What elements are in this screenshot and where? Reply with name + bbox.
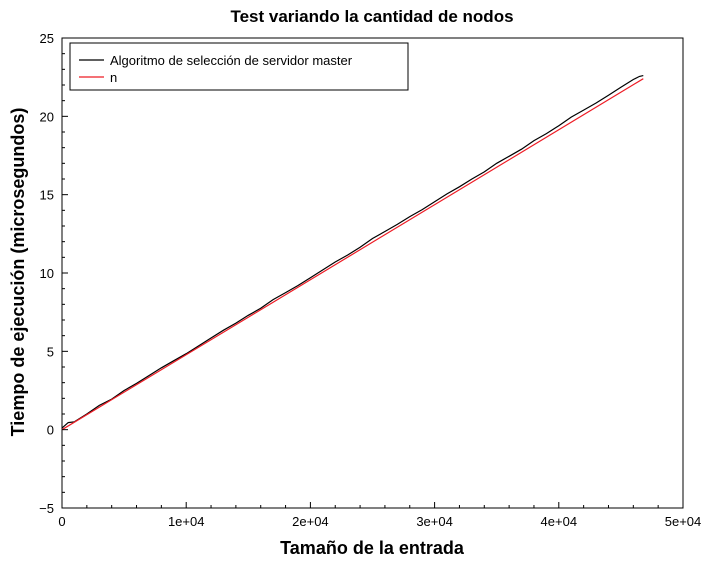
- y-tick-label: 25: [40, 31, 54, 46]
- y-tick-label: 5: [47, 344, 54, 359]
- legend-label-n: n: [110, 70, 117, 85]
- y-axis-label: Tiempo de ejecución (microsegundos): [8, 108, 28, 437]
- plot-area: [61, 37, 684, 509]
- legend-label-algoritmo: Algoritmo de selección de servidor maste…: [110, 53, 353, 68]
- x-tick-label: 3e+04: [416, 514, 453, 529]
- series-layer: [61, 75, 644, 431]
- series-line-n: [61, 78, 644, 431]
- x-tick-label: 4e+04: [541, 514, 578, 529]
- plot-frame: [61, 37, 684, 509]
- x-tick-label: 2e+04: [292, 514, 329, 529]
- y-tick-label: 10: [40, 266, 54, 281]
- x-tick-label: 5e+04: [665, 514, 702, 529]
- axis-ticks: 0 1e+04 2e+04 3e+04 4e+04 5e+04 −5 0 5 10 15 20 25: [39, 31, 701, 529]
- y-tick-label: 20: [40, 109, 54, 124]
- x-tick-label: 0: [58, 514, 65, 529]
- series-line-algoritmo: [61, 75, 644, 429]
- y-tick-label: 0: [47, 423, 54, 438]
- legend-box: [69, 42, 409, 91]
- y-tick-label: −5: [39, 501, 54, 516]
- legend: Algoritmo de selección de servidor maste…: [69, 42, 409, 91]
- chart-title: Test variando la cantidad de nodos: [230, 7, 513, 26]
- y-tick-label: 15: [40, 188, 54, 203]
- x-tick-label: 1e+04: [168, 514, 205, 529]
- x-axis-label: Tamaño de la entrada: [280, 538, 465, 558]
